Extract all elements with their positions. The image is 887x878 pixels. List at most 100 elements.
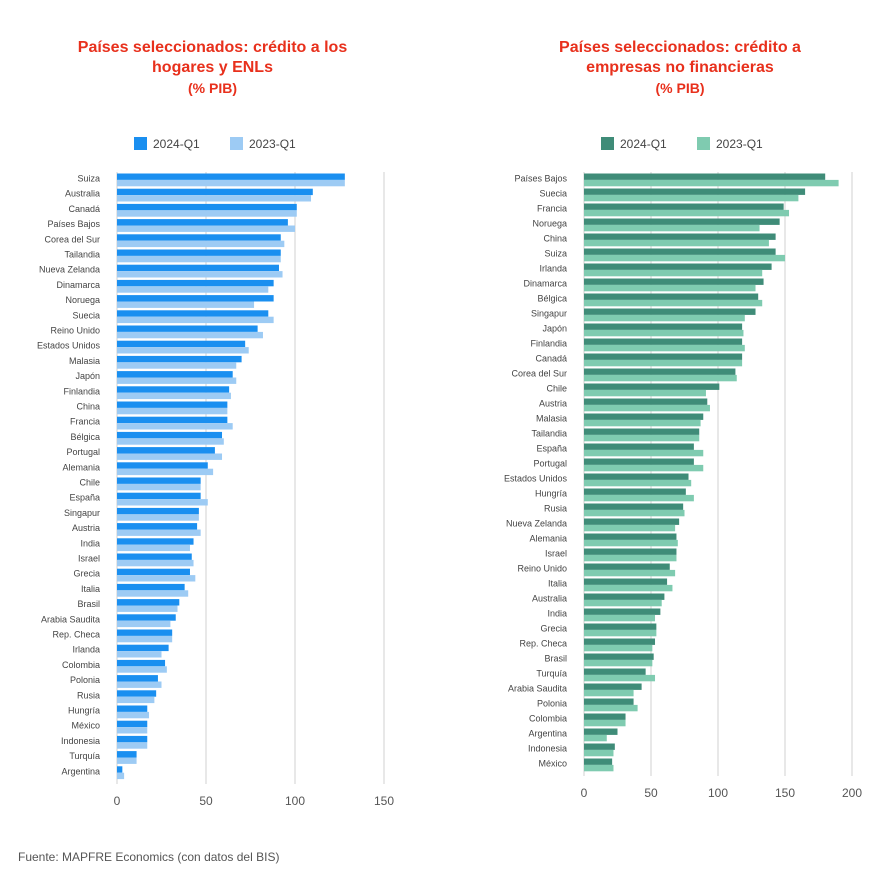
left-bar-2024 [117,401,228,408]
right-bar-2024 [584,173,826,180]
right-bar-2024 [584,563,670,570]
right-bar-2024 [584,683,642,690]
left-bar-2023 [117,240,285,248]
left-x-tick-label-150: 150 [374,794,394,808]
right-bar-2024 [584,413,704,420]
left-category-label: Indonesia [61,736,100,746]
right-category-label: Indonesia [528,744,567,754]
right-bar-2023 [584,179,839,187]
right-category-label: Austria [539,399,567,409]
left-category-label: Brasil [77,599,100,609]
left-bar-2024 [117,553,192,560]
right-category-label: India [547,609,567,619]
right-bar-2023 [584,479,692,487]
left-bar-2023 [117,757,137,764]
left-bar-2024 [117,492,201,500]
right-bar-2024 [584,518,680,525]
left-category-label: Chile [79,478,100,488]
right-bar-2023 [584,689,634,697]
right-category-label: Polonia [537,699,567,709]
right-bar-2023 [584,554,677,562]
right-bar-2024 [584,578,668,585]
left-bar-2023 [117,666,167,673]
right-category-label: Corea del Sur [511,369,567,379]
left-bar-2023 [117,681,162,688]
left-legend-swatch-2023 [230,137,243,150]
right-bar-2024 [584,398,708,405]
left-bar-2023 [117,286,269,293]
right-bar-2024 [584,263,772,270]
left-chart-title: Países seleccionados: crédito a los hoga… [30,38,395,98]
left-bar-2024 [117,295,274,302]
right-category-label: Chile [546,384,567,394]
left-bar-2024 [117,173,345,180]
right-bar-2024 [584,593,665,600]
right-bar-2023 [584,569,676,577]
left-x-tick-label-100: 100 [285,794,305,808]
left-bar-2024 [117,340,246,348]
right-bar-2024 [584,533,677,540]
left-category-label: Suiza [77,174,100,184]
right-bar-2023 [584,344,745,352]
left-bar-2023 [117,271,283,278]
right-bar-2024 [584,758,613,765]
left-bar-2024 [117,629,173,636]
left-category-label: España [69,493,100,503]
left-category-label: Arabia Saudita [41,614,100,624]
right-bar-2024 [584,473,689,480]
right-bar-2024 [584,698,634,705]
left-bar-2023 [117,453,223,460]
left-category-label: Alemania [62,462,100,472]
right-bar-2023 [584,764,614,772]
right-bar-2024 [584,428,700,435]
right-bar-2024 [584,623,657,630]
left-category-label: India [80,538,100,548]
right-bar-2024 [584,293,759,300]
left-bar-2023 [117,529,201,536]
right-bar-2023 [584,224,760,232]
left-category-label: Dinamarca [56,280,100,290]
left-category-label: Irlanda [72,645,100,655]
left-bar-2024 [117,659,166,667]
right-category-label: Colombia [529,714,567,724]
right-bar-2023 [584,524,676,532]
left-bar-2023 [117,210,297,217]
left-bar-2024 [117,614,176,621]
right-legend-label-2023: 2023-Q1 [716,137,763,151]
left-bar-2023 [117,438,224,445]
left-bar-2024 [117,234,281,241]
left-bar-2023 [117,590,189,597]
right-bar-2024 [584,728,618,735]
right-title-line-1: Países seleccionados: crédito a [559,39,801,56]
right-category-label: Reino Unido [517,564,567,574]
left-title-line-2: hogares y ENLs [152,59,273,76]
right-bar-2023 [584,434,700,442]
right-bar-2024 [584,548,677,555]
right-x-tick-label-150: 150 [775,786,795,800]
left-category-label: Francia [70,417,100,427]
left-bar-2023 [117,620,171,628]
right-bar-2023 [584,644,653,652]
right-bar-2024 [584,743,615,750]
left-bar-2023 [117,772,125,780]
right-bar-2023 [584,704,638,712]
right-bar-2023 [584,719,626,727]
right-category-label: Portugal [533,459,567,469]
right-bar-2024 [584,323,743,330]
right-legend-swatch-2023 [697,137,710,150]
right-bar-2024 [584,443,694,450]
right-category-label: Argentina [528,729,567,739]
right-bar-2023 [584,584,673,592]
left-category-label: Australia [65,189,100,199]
left-bar-2023 [117,347,249,354]
left-bar-2023 [117,499,208,506]
right-bar-2023 [584,329,744,337]
left-category-label: México [71,721,100,731]
right-bar-2023 [584,389,706,397]
right-category-label: Dinamarca [523,279,567,289]
right-bar-2023 [584,404,710,412]
left-bar-2023 [117,195,312,202]
left-bar-2024 [117,279,274,287]
left-category-label: Israel [78,554,100,564]
left-bar-2024 [117,447,215,454]
